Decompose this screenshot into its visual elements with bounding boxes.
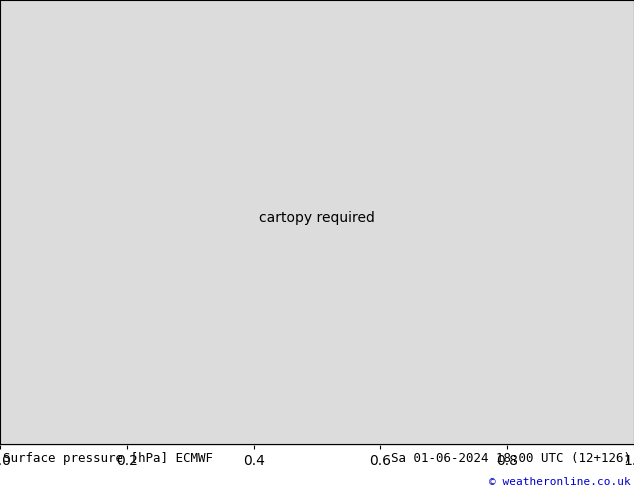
Text: © weatheronline.co.uk: © weatheronline.co.uk	[489, 477, 631, 487]
Text: cartopy required: cartopy required	[259, 211, 375, 225]
Text: Surface pressure [hPa] ECMWF: Surface pressure [hPa] ECMWF	[3, 452, 213, 465]
Text: Sa 01-06-2024 18:00 UTC (12+126): Sa 01-06-2024 18:00 UTC (12+126)	[391, 452, 631, 465]
